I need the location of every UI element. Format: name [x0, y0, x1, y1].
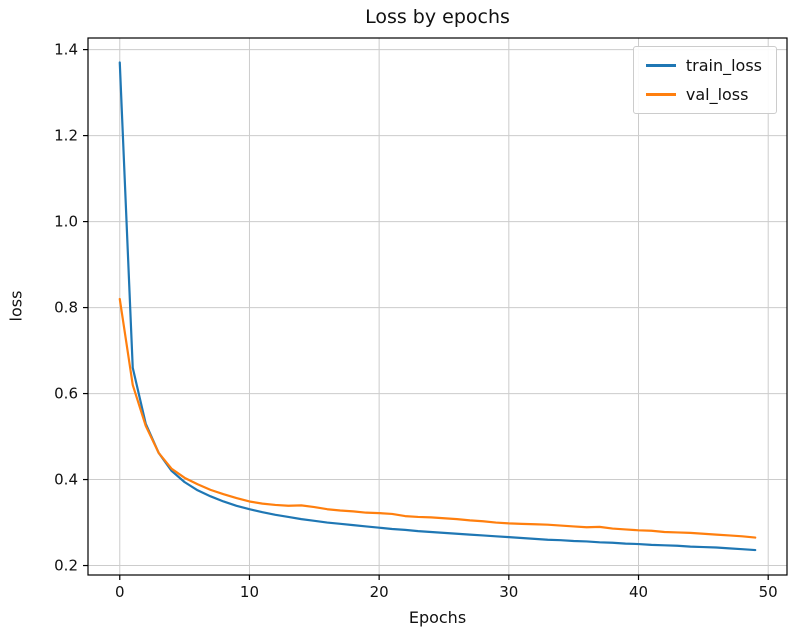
legend: train_loss val_loss — [632, 46, 777, 114]
legend-item-val-loss: val_loss — [645, 85, 762, 104]
chart-title: Loss by epochs — [365, 6, 510, 28]
svg-text:30: 30 — [499, 583, 518, 601]
svg-text:10: 10 — [240, 583, 259, 601]
svg-text:40: 40 — [629, 583, 648, 601]
svg-text:0.6: 0.6 — [54, 385, 78, 403]
svg-text:1.0: 1.0 — [54, 213, 78, 231]
svg-text:0.4: 0.4 — [54, 471, 78, 489]
legend-swatch-train-loss — [645, 64, 676, 67]
svg-text:1.2: 1.2 — [54, 127, 78, 145]
legend-swatch-val-loss — [645, 93, 676, 96]
svg-text:0: 0 — [115, 583, 125, 601]
legend-label-val-loss: val_loss — [685, 85, 749, 104]
legend-item-train-loss: train_loss — [645, 56, 762, 75]
x-axis-label: Epochs — [408, 608, 467, 627]
legend-label-train-loss: train_loss — [685, 56, 762, 75]
svg-text:20: 20 — [370, 583, 389, 601]
y-axis-label: loss — [6, 290, 26, 322]
svg-text:0.2: 0.2 — [54, 557, 78, 575]
svg-text:0.8: 0.8 — [54, 299, 78, 317]
svg-text:50: 50 — [759, 583, 778, 601]
svg-text:1.4: 1.4 — [54, 41, 78, 59]
